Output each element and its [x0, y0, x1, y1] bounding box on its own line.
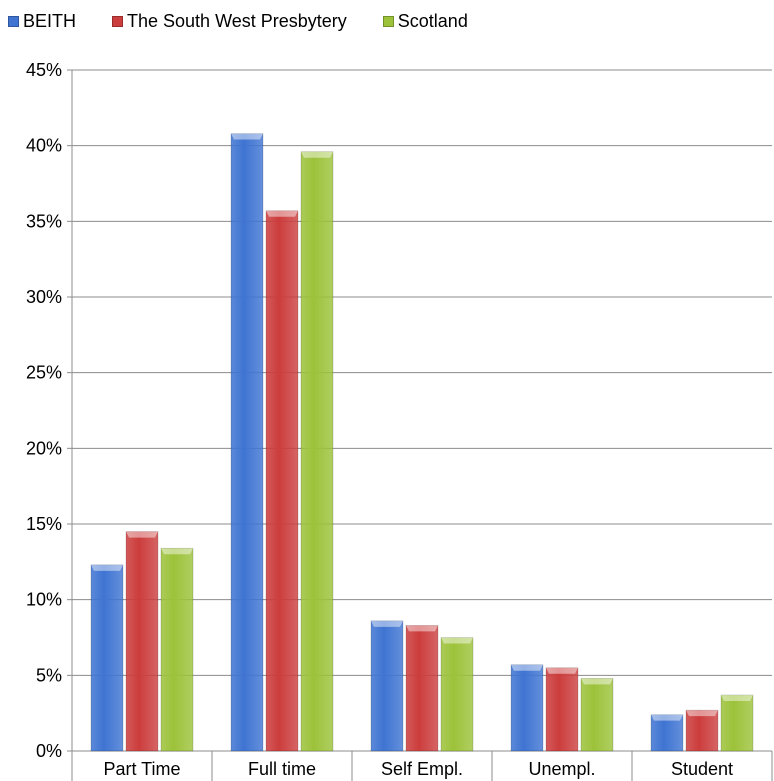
x-tick-label: Unempl.: [528, 759, 595, 779]
legend-swatch: [112, 15, 124, 27]
bar: [510, 664, 544, 752]
y-tick-label: 25%: [26, 363, 62, 383]
bar-bevel-highlight: [266, 210, 298, 217]
bar: [580, 678, 614, 752]
legend-label: Scotland: [397, 10, 468, 31]
bar: [685, 709, 719, 752]
legend-item: The South West Presbytery: [112, 11, 347, 32]
bar-bevel-highlight: [441, 637, 473, 644]
legend-swatch: [382, 15, 394, 27]
bar-bevel-highlight: [126, 531, 158, 538]
legend: BEITH The South West Presbytery Scotland: [8, 8, 504, 34]
x-tick-label: Full time: [248, 759, 316, 779]
bar-bevel-highlight: [651, 714, 683, 721]
bar-bevel-highlight: [511, 664, 543, 671]
bar-bevel-highlight: [546, 667, 578, 674]
y-tick-label: 20%: [26, 438, 62, 458]
bar: [90, 564, 124, 752]
bar: [230, 133, 264, 752]
y-tick-label: 35%: [26, 211, 62, 231]
legend-swatch: [8, 15, 19, 27]
bar: [650, 714, 684, 752]
bar: [265, 210, 299, 752]
x-tick-label: Part Time: [103, 759, 180, 779]
bar-bevel-highlight: [721, 695, 753, 702]
y-tick-label: 40%: [26, 136, 62, 156]
y-tick-label: 5%: [36, 665, 62, 685]
legend-label: BEITH: [23, 10, 77, 31]
bar-bevel-highlight: [406, 625, 438, 632]
x-tick-label: Student: [671, 759, 733, 779]
bar-bevel-highlight: [91, 564, 123, 571]
bar: [405, 625, 439, 752]
bar: [125, 531, 159, 752]
bar-bevel-highlight: [231, 133, 263, 140]
bar: [300, 151, 334, 752]
legend-item: BEITH: [8, 11, 76, 32]
y-tick-label: 10%: [26, 590, 62, 610]
bar: [440, 637, 474, 752]
y-axis: 0% 5% 10% 15% 20% 25% 30% 35% 40% 45%: [26, 60, 73, 761]
bar-bevel-highlight: [581, 678, 613, 685]
bars: [90, 133, 754, 752]
bar: [545, 667, 579, 752]
bar-bevel-highlight: [686, 710, 718, 717]
x-axis: Part Time Full time Self Empl. Unempl. Stude…: [71, 751, 773, 781]
legend-item: Scotland: [382, 10, 468, 32]
y-tick-label: 45%: [26, 60, 62, 80]
y-tick-label: 30%: [26, 287, 62, 307]
x-tick-label: Self Empl.: [381, 759, 463, 779]
legend-label: The South West Presbytery: [127, 10, 347, 31]
y-tick-label: 15%: [26, 514, 62, 534]
bar-bevel-highlight: [301, 151, 333, 158]
bar: [720, 694, 754, 752]
y-tick-label: 0%: [36, 741, 62, 761]
bar: [160, 547, 194, 752]
bar-bevel-highlight: [161, 548, 193, 555]
bar-bevel-highlight: [371, 620, 403, 627]
bar: [370, 620, 404, 752]
